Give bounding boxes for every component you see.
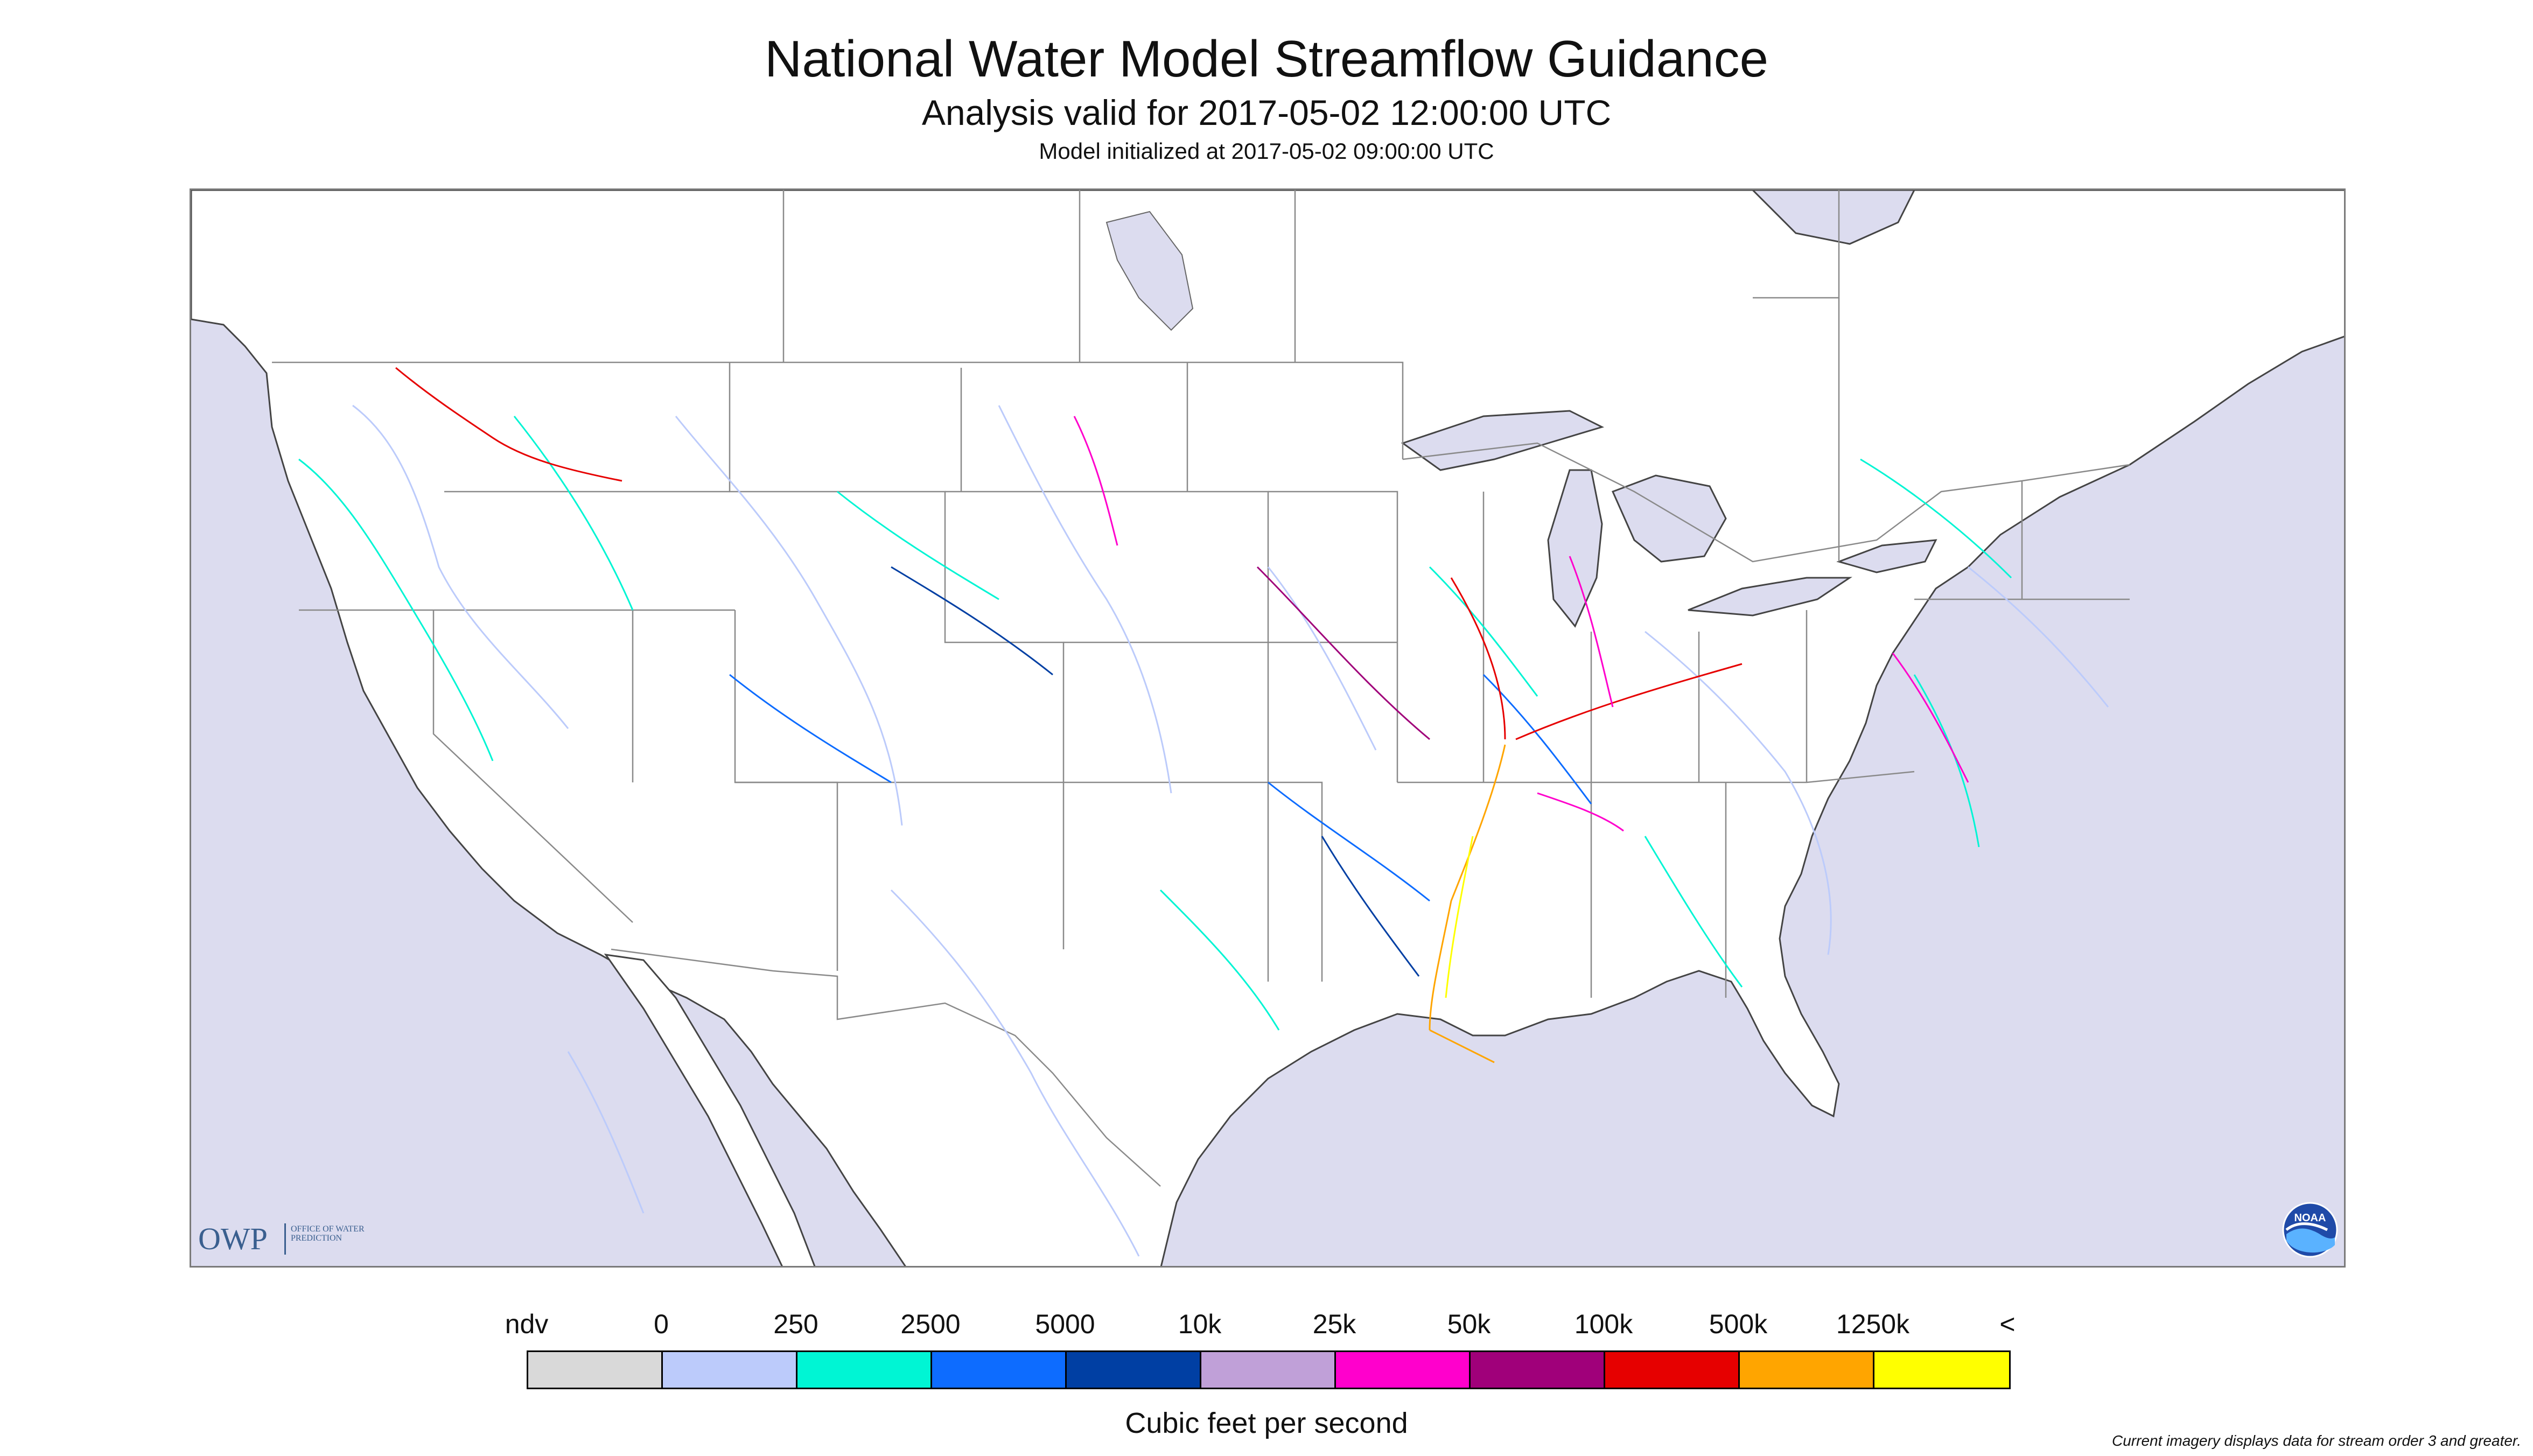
legend-swatch xyxy=(1067,1352,1201,1388)
legend-swatch xyxy=(1874,1352,2009,1388)
legend-title: Cubic feet per second xyxy=(1125,1407,1408,1439)
hudson-bay-area xyxy=(1751,190,1915,245)
legend-swatch xyxy=(1471,1352,1605,1388)
legend-label: 10k xyxy=(1178,1309,1222,1339)
legend-label: 2500 xyxy=(900,1309,961,1339)
streamflow-map xyxy=(190,188,2346,1268)
legend-swatch xyxy=(528,1352,663,1388)
model-initialized-time: Model initialized at 2017-05-02 09:00:00… xyxy=(1039,138,1494,164)
legend-label: 500k xyxy=(1709,1309,1768,1339)
owp-logo-divider xyxy=(284,1223,286,1255)
footnote: Current imagery displays data for stream… xyxy=(2112,1432,2521,1449)
legend-swatch xyxy=(1336,1352,1471,1388)
legend-label: < xyxy=(1999,1309,2016,1339)
legend-label: 250 xyxy=(773,1309,818,1339)
baja-california xyxy=(604,954,816,1266)
political-borders xyxy=(272,190,2130,1187)
legend-swatch xyxy=(1201,1352,1336,1388)
map-title: National Water Model Streamflow Guidance xyxy=(765,30,1768,88)
legend-color-bar xyxy=(527,1350,2011,1389)
legend-label: 100k xyxy=(1574,1309,1633,1339)
legend-label: 0 xyxy=(654,1309,669,1339)
owp-logo-word: OWP xyxy=(198,1221,268,1256)
map-canvas xyxy=(191,190,2344,1266)
streamflow-rivers xyxy=(298,367,2109,1257)
lake-winnipeg xyxy=(1105,211,1194,331)
legend-label: 5000 xyxy=(1035,1309,1095,1339)
noaa-logo: NOAA xyxy=(2282,1202,2338,1258)
legend-label: 1250k xyxy=(1836,1309,1910,1339)
legend-label: ndv xyxy=(505,1309,549,1339)
analysis-valid-time: Analysis valid for 2017-05-02 12:00:00 U… xyxy=(921,93,1612,132)
legend-swatch xyxy=(1740,1352,1874,1388)
legend-labels: ndv 0 250 2500 5000 10k 25k 50k 100k 500k 1250k < xyxy=(0,1308,2533,1341)
legend-swatch xyxy=(663,1352,797,1388)
noaa-logo-text: NOAA xyxy=(2294,1212,2326,1224)
legend-swatch xyxy=(932,1352,1067,1388)
legend-swatch xyxy=(797,1352,932,1388)
owp-logo: OWP OFFICE OF WATER PREDICTION xyxy=(198,1221,381,1257)
legend-label: 25k xyxy=(1312,1309,1356,1339)
legend-swatch xyxy=(1605,1352,1740,1388)
legend-label: 50k xyxy=(1447,1309,1491,1339)
owp-logo-subtext: OFFICE OF WATER PREDICTION xyxy=(291,1224,365,1243)
